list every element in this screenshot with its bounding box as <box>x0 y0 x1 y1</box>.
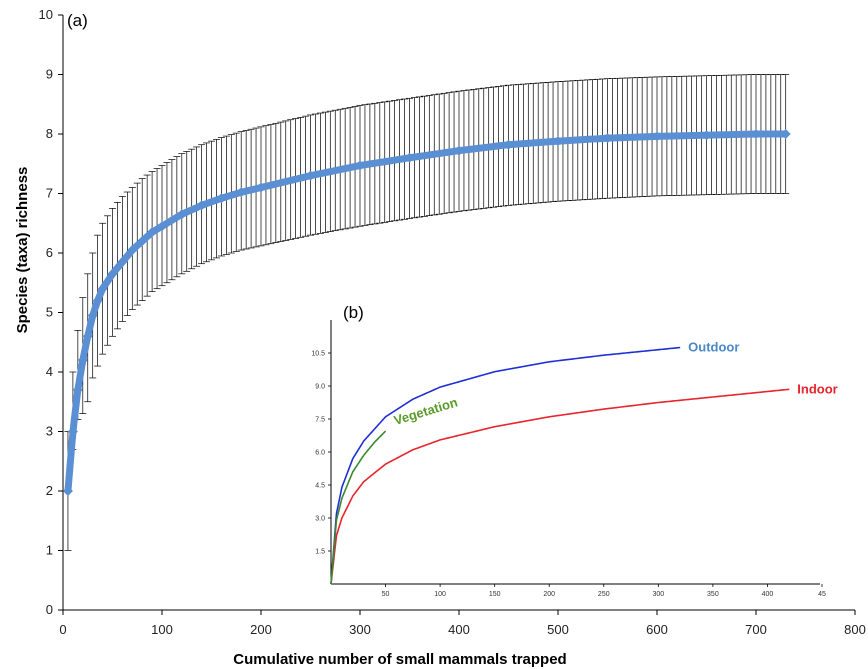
data-point <box>147 227 158 238</box>
data-point <box>355 160 365 171</box>
panel-a-y-tick-label: 8 <box>46 126 53 141</box>
data-point <box>196 200 207 211</box>
data-point <box>92 295 103 306</box>
data-point <box>305 170 316 181</box>
panel-a-y-tick-label: 7 <box>46 186 53 201</box>
panel-b-y-tick-label: 3.0 <box>315 516 325 523</box>
panel-a-y-tick-label: 5 <box>46 305 53 320</box>
panel-a-x-tick-label: 700 <box>745 622 767 637</box>
panel-b-y-tick-label: 7.5 <box>315 417 325 424</box>
data-point <box>87 310 98 321</box>
data-point <box>117 256 128 267</box>
data-point <box>82 331 93 342</box>
x-axis-label: Cumulative number of small mammals trapp… <box>233 651 566 668</box>
panel-a-series <box>64 130 789 495</box>
panel-a-y-tick-label: 6 <box>46 245 53 260</box>
data-point <box>751 129 761 139</box>
data-point <box>72 384 83 395</box>
panel-b-y-ticks: 1.5 3.0 4.5 6.0 7.5 9.0 10.5 <box>311 351 331 556</box>
data-point <box>176 209 187 220</box>
panel-a-x-tick-label: 600 <box>646 622 668 637</box>
panel-b-y-tick-label: 9.0 <box>315 384 325 391</box>
data-point <box>67 426 78 437</box>
richness-mean-curve <box>64 130 789 495</box>
panel-b-x-tick-label: 50 <box>382 591 390 598</box>
vegetation-curve <box>330 430 387 585</box>
panel-b-y-tick-label: 10.5 <box>311 351 325 358</box>
panel-b-x-ticks: 50 100 150 200 250 300 350 400 45 <box>382 584 826 598</box>
panel-a-y-tick-label: 3 <box>46 424 53 439</box>
panel-a-x-tick-label: 800 <box>844 622 866 637</box>
panel-b-x-tick-label: 250 <box>598 591 610 598</box>
data-point <box>256 182 266 193</box>
data-point <box>503 139 514 150</box>
data-point <box>216 193 227 204</box>
data-point <box>454 145 464 156</box>
panel-b-x-tick-label: 100 <box>434 591 446 598</box>
data-point <box>780 129 791 139</box>
data-point <box>236 187 247 198</box>
panel-a-y-tick-label: 9 <box>46 67 53 82</box>
panel-a-y-tick-label: 4 <box>46 364 53 379</box>
data-point <box>137 236 148 247</box>
panel-a-x-tick-label: 500 <box>547 622 569 637</box>
panel-a-x-ticks: 0 100 200 300 400 500 600 700 800 <box>59 610 866 637</box>
indoor-label: Indoor <box>797 381 837 396</box>
indoor-curve <box>330 388 790 585</box>
data-point <box>404 152 415 163</box>
panel-a-y-tick-label: 2 <box>46 483 53 498</box>
outdoor-label: Outdoor <box>688 340 739 355</box>
panel-a-y-ticks: 0 1 2 3 4 5 6 7 8 9 10 <box>39 7 63 617</box>
panel-b-x-tick-label: 150 <box>489 591 501 598</box>
panel-a-y-tick-label: 0 <box>46 602 53 617</box>
panel-a-x-tick-label: 200 <box>250 622 272 637</box>
panel-a-label: (a) <box>67 11 88 30</box>
data-point <box>97 283 108 294</box>
panel-a-x-tick-label: 300 <box>349 622 371 637</box>
data-point <box>127 245 138 256</box>
outdoor-curve <box>330 346 681 585</box>
panel-b-x-tick-label: 350 <box>707 591 719 598</box>
panel-b-x-tick-label: 300 <box>652 591 664 598</box>
data-point <box>553 136 563 147</box>
panel-b-x-tick-label: 200 <box>543 591 555 598</box>
inset-background <box>300 300 840 600</box>
panel-a-y-tick-label: 1 <box>46 543 53 558</box>
panel-b-x-tick-label: 45 <box>818 591 826 598</box>
data-point <box>652 131 662 142</box>
panel-b-inset: 50 100 150 200 250 300 350 400 45 1.5 3.0 4.5 6.0 7.… <box>300 300 840 600</box>
panel-b-y-tick-label: 6.0 <box>315 450 325 457</box>
data-point <box>62 486 73 496</box>
data-point <box>602 133 613 144</box>
data-point <box>107 268 118 279</box>
panel-b-x-tick-label: 400 <box>762 591 774 598</box>
data-point <box>157 221 167 232</box>
data-point <box>77 355 88 366</box>
panel-a-points <box>62 129 791 496</box>
panel-a-x-tick-label: 0 <box>59 622 66 637</box>
panel-b-label: (b) <box>343 303 364 322</box>
panel-a-x-tick-label: 100 <box>151 622 173 637</box>
panel-a-y-tick-label: 10 <box>39 7 53 22</box>
data-point <box>701 130 712 141</box>
panel-a-x-tick-label: 400 <box>448 622 470 637</box>
y-axis-label: Species (taxa) richness <box>14 167 31 334</box>
panel-b-y-tick-label: 4.5 <box>315 483 325 490</box>
panel-b-y-tick-label: 1.5 <box>315 549 325 556</box>
panel-b-series <box>330 346 790 585</box>
